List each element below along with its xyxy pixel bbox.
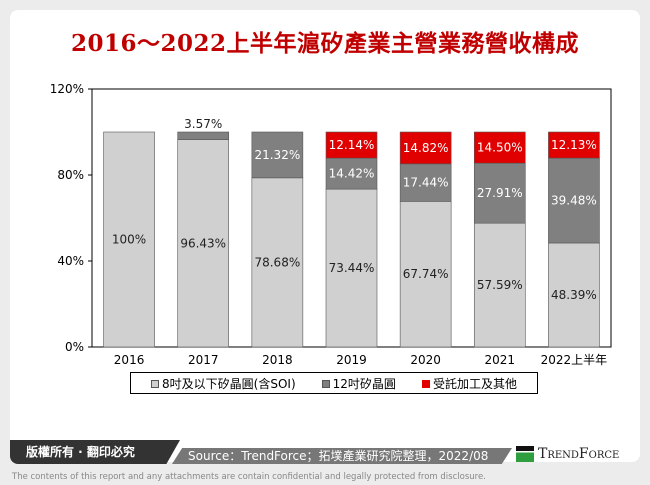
bar-segment [473,162,526,224]
data-label: 14.50% [477,141,523,155]
bar-segment [473,222,526,348]
legend-swatch [151,380,160,388]
disclaimer: The contents of this report and any atta… [12,472,486,482]
bar-segment [325,157,378,190]
legend-swatch [421,380,430,388]
data-label: 39.48% [551,194,597,208]
data-label: 67.74% [403,267,449,281]
data-label: 17.44% [403,176,449,190]
x-tick-label: 2021 [485,353,516,367]
data-label: 12.14% [329,138,375,152]
legend-item-12inch: 12吋矽晶圓 [321,375,396,392]
source-note: Source：TrendForce；拓墣產業研究院整理，2022/08 [172,448,512,464]
x-tick-label: 2018 [262,353,293,367]
bar-segment [177,139,230,348]
trendforce-logo: TrendForce [516,446,619,462]
x-tick-label: 2020 [410,353,441,367]
logo-icon [516,446,534,462]
data-label: 14.42% [329,167,375,181]
x-tick-label: 2017 [188,353,219,367]
bar-segment [325,131,378,159]
y-tick-label: 0% [65,340,84,354]
x-tick-label: 2019 [336,353,367,367]
legend-label: 12吋矽晶圓 [332,376,396,391]
x-tick-label: 2022上半年 [541,353,608,367]
copyright-banner: 版權所有 · 翻印必究 [10,440,180,464]
bar-segment [399,201,452,348]
data-label: 21.32% [254,148,300,162]
bar-segment [399,163,452,202]
y-tick-label: 120% [50,82,84,96]
data-label: 12.13% [551,138,597,152]
y-tick-label: 80% [57,168,84,182]
data-label: 3.57% [184,117,222,131]
bar-segment [473,131,526,164]
legend: 8吋及以下矽晶圓(含SOI) 12吋矽晶圓 受託加工及其他 [130,372,538,394]
legend-item-foundry: 受託加工及其他 [421,375,517,392]
data-label: 48.39% [551,288,597,302]
legend-label: 8吋及以下矽晶圓(含SOI) [162,376,296,391]
data-label: 100% [112,233,146,247]
bar-segment [177,131,230,140]
bar-segment [548,157,600,244]
bar-segment [103,131,155,348]
x-tick-label: 2016 [114,353,145,367]
stacked-bar-chart: 0% 40% 80% 120% 100% 2016 96.43% 3.57% 2017 78.68… [50,82,612,367]
bar-segment [399,131,452,165]
y-tick-label: 40% [57,254,84,268]
data-label: 57.59% [477,278,523,292]
data-label: 73.44% [329,261,375,275]
legend-label: 受託加工及其他 [432,376,517,391]
bar-segment [251,131,304,179]
data-label: 78.68% [254,255,300,269]
legend-swatch [321,380,330,388]
bar-segment [251,177,304,348]
data-label: 14.82% [403,141,449,155]
data-label: 27.91% [477,186,523,200]
chart-title: 2016～2022上半年滬矽產業主營業務營收構成 [70,30,580,57]
bar-segment [325,188,378,348]
bar-segment [548,131,600,159]
legend-item-8inch: 8吋及以下矽晶圓(含SOI) [151,375,296,392]
data-label: 96.43% [180,236,226,250]
logo-text: TrendForce [538,446,620,462]
